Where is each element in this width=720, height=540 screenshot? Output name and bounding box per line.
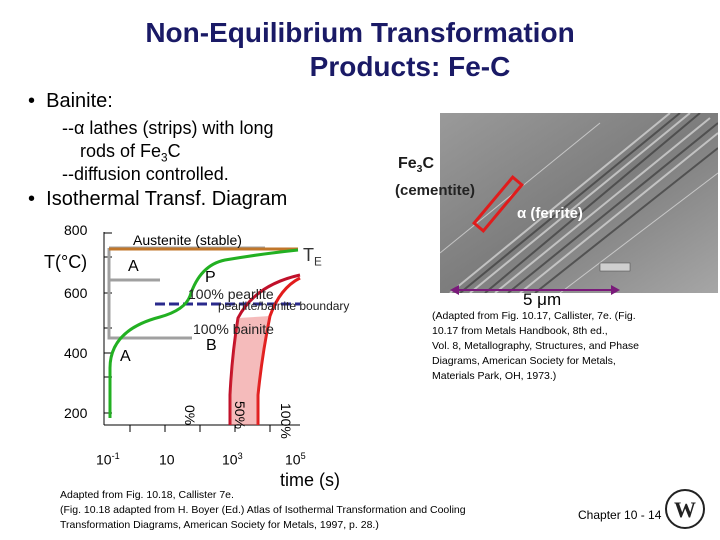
slide-title: Non-Equilibrium Transformation Products:… (0, 16, 720, 84)
caption-line-4: Diagrams, American Society for Metals, (432, 355, 616, 367)
x-tick-2: 103 (222, 451, 243, 468)
y-tick-200: 200 (64, 405, 88, 421)
caption-line-1: (Adapted from Fig. 10.17, Callister, 7e.… (432, 310, 636, 322)
ferrite-label: α (ferrite) (517, 205, 583, 222)
x-tick-1: 10 (159, 451, 175, 468)
fe-text: Fe (398, 155, 417, 172)
rods-text: rods of Fe (80, 141, 162, 161)
micrograph-caption: (Adapted from Fig. 10.17, Callister, 7e.… (432, 309, 639, 384)
bullet-dot-icon: • (28, 90, 36, 112)
x-tick-0: 10-1 (96, 451, 120, 468)
dash: -- (62, 118, 74, 138)
title-line-2: Products: Fe-C (309, 51, 511, 82)
pct-50-label: 50% (232, 401, 248, 430)
title-line-1: Non-Equilibrium Transformation (145, 17, 575, 48)
y-axis-title: T(°C) (44, 252, 88, 272)
finish-curve (256, 276, 301, 425)
austenite-lower-label: A (120, 348, 131, 365)
start-curve (108, 248, 299, 418)
university-logo: W (665, 489, 705, 529)
cementite-marker (472, 175, 524, 233)
figure-credit: Adapted from Fig. 10.18, Callister 7e. (… (60, 488, 466, 533)
pct-100-label: 100% (278, 403, 294, 439)
x-tick-3: 105 (285, 451, 306, 468)
slide-footer: Chapter 10 - 14 (578, 508, 662, 522)
caption-line-3: Vol. 8, Metallography, Structures, and P… (432, 340, 640, 352)
boundary-label: pearlite/bainite boundary (218, 299, 350, 313)
y-tick-600: 600 (64, 285, 88, 301)
logo-letters: W (674, 497, 696, 522)
x-axis-title: time (s) (280, 470, 340, 490)
scale-label: 5 μm (523, 290, 562, 309)
austenite-upper-label: A (128, 258, 139, 275)
pct-0-label: 0% (182, 405, 198, 426)
cementite-label: (cementite) (395, 182, 476, 199)
pearlite-100-label: 100% pearlite (188, 286, 274, 302)
ferrite-text: (ferrite) (526, 205, 583, 222)
austenite-label: Austenite (stable) (133, 232, 242, 248)
bainite-desc-line-3: --diffusion controlled. (62, 164, 229, 184)
alpha-symbol: α (517, 205, 527, 222)
bainite-micrograph (440, 113, 718, 293)
lathes-text: lathes (strips) with long (84, 118, 274, 138)
bainite-desc-line-1: --α lathes (strips) with long (62, 117, 273, 139)
bullet-isothermal-label: Isothermal Transf. Diagram (46, 188, 288, 210)
bullet-bainite-label: Bainite: (46, 90, 113, 112)
bainite-100-label: 100% bainite (193, 321, 274, 337)
transformation-band (230, 316, 270, 425)
bullet-isothermal: • Isothermal Transf. Diagram (28, 188, 287, 211)
fe3c-label: Fe3C (398, 155, 434, 175)
caption-line-5: Materials Park, OH, 1973.) (432, 370, 557, 382)
fe3c-subscript: 3 (161, 151, 168, 165)
y-tick-400: 400 (64, 345, 88, 361)
c-text: C (422, 155, 435, 172)
ttt-diagram (103, 232, 301, 432)
caption-line-2: 10.17 from Metals Handbook, 8th ed., (432, 325, 608, 337)
scale-bar (450, 285, 620, 295)
c-text: C (167, 141, 181, 161)
alpha-symbol: α (74, 118, 85, 138)
credit-line-1: Adapted from Fig. 10.18, Callister 7e. (60, 489, 234, 501)
credit-line-2: (Fig. 10.18 adapted from H. Boyer (Ed.) … (60, 504, 466, 516)
bainite-desc-line-2: rods of Fe3C (80, 140, 181, 170)
p-label: P (205, 269, 216, 286)
x-ticks (129, 425, 271, 432)
credit-line-3: Transformation Diagrams, American Societ… (60, 519, 379, 531)
fe3c-sub: 3 (416, 164, 423, 176)
te-label: TE (303, 245, 322, 269)
fifty-percent-curve (228, 273, 301, 425)
b-label: B (206, 337, 217, 354)
y-tick-800: 800 (64, 222, 88, 238)
bullet-dot-icon: • (28, 188, 36, 210)
pearlite-region-box (107, 265, 160, 282)
bullet-bainite: • Bainite: (28, 90, 113, 113)
